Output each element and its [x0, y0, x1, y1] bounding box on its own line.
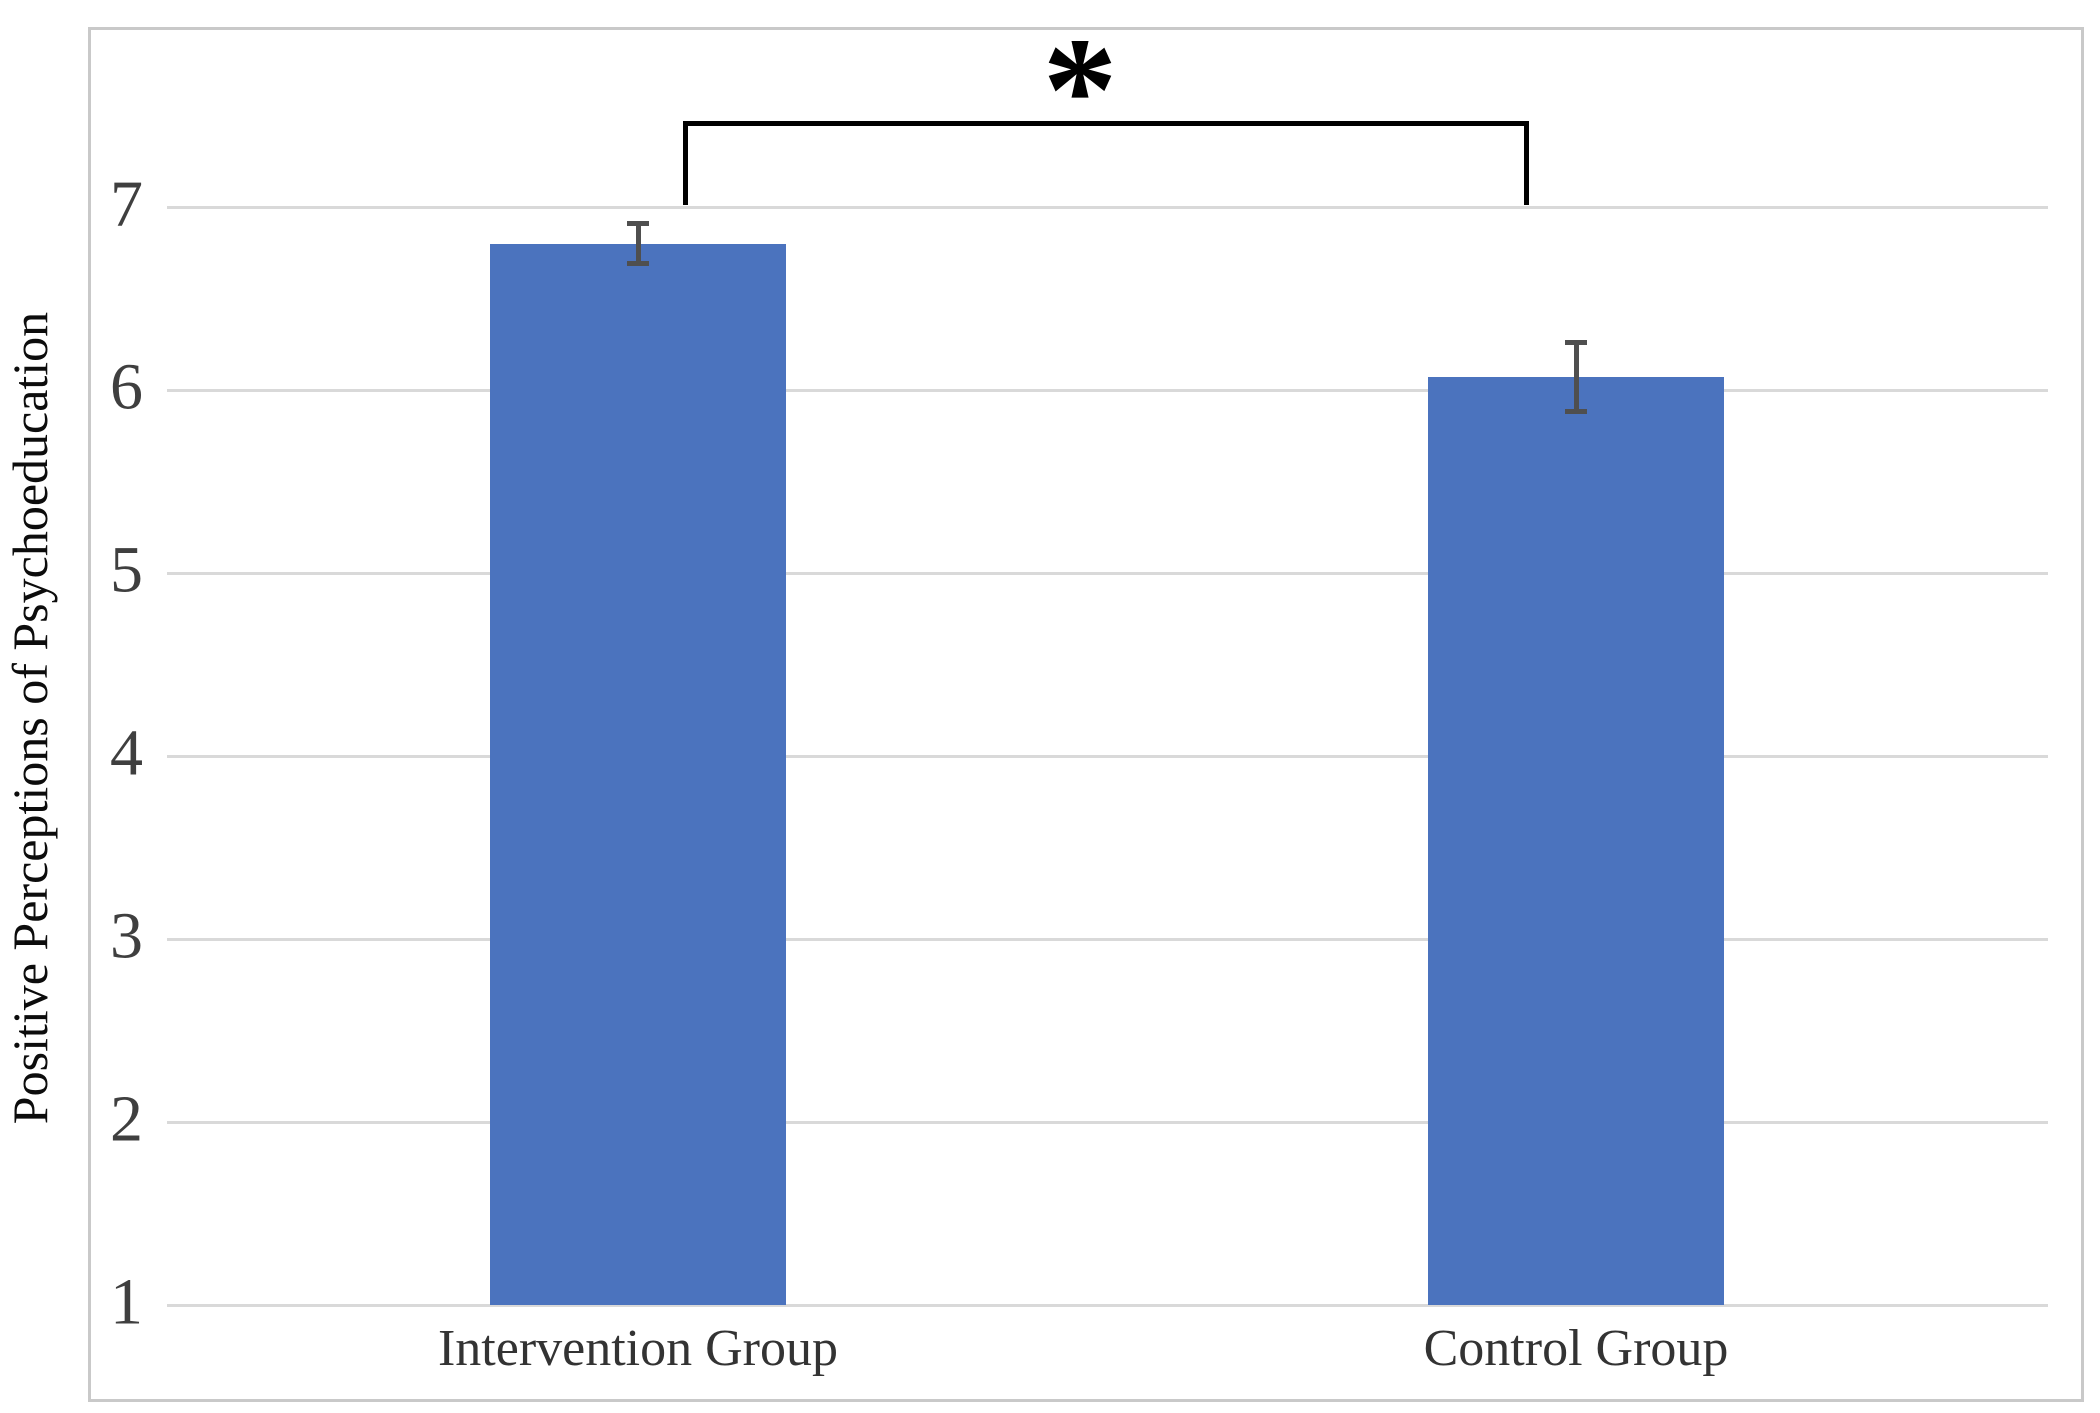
x-category-label-control-group: Control Group: [1423, 1320, 1729, 1377]
y-axis-title: Positive Perceptions of Psychoeducation: [2, 311, 58, 1125]
y-tick-label-5: 5: [110, 533, 143, 607]
bar-control-group: [1428, 377, 1724, 1305]
error-bar-cap-bottom-control-group: [1565, 409, 1587, 415]
significance-bracket-left-drop: [683, 120, 688, 205]
chart-border-box: [88, 27, 2084, 1402]
y-tick-label-4: 4: [110, 716, 143, 790]
gridline-y1: [167, 1303, 2048, 1307]
x-category-label-intervention-group: Intervention Group: [437, 1320, 839, 1377]
gridline-y7: [167, 205, 2048, 209]
error-bar-line-control-group: [1573, 342, 1579, 412]
error-bar-cap-bottom-intervention-group: [627, 261, 649, 267]
bar-intervention-group: [490, 243, 786, 1305]
y-tick-label-7: 7: [110, 167, 143, 241]
significance-bracket-right-drop: [1524, 120, 1529, 205]
gridline-y5: [167, 571, 2048, 575]
error-bar-line-intervention-group: [635, 223, 641, 264]
significance-bracket-horizontal: [683, 120, 1529, 126]
y-tick-label-2: 2: [110, 1082, 143, 1156]
gridline-y6: [167, 388, 2048, 392]
gridline-y4: [167, 754, 2048, 758]
y-tick-label-3: 3: [110, 899, 143, 973]
y-tick-label-1: 1: [110, 1265, 143, 1339]
error-bar-cap-top-control-group: [1565, 339, 1587, 345]
error-bar-cap-top-intervention-group: [627, 220, 649, 226]
significance-asterisk-icon: *: [1043, 7, 1118, 170]
gridline-y3: [167, 937, 2048, 941]
gridline-y2: [167, 1120, 2048, 1124]
y-tick-label-6: 6: [110, 350, 143, 424]
significance-marker-area: *: [1043, 7, 1118, 170]
